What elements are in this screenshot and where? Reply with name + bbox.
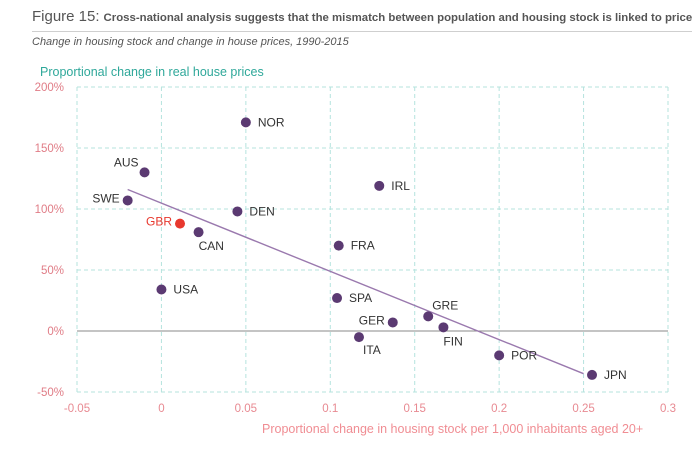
y-tick-label: 150% [35,143,64,155]
point-spa [332,293,343,304]
point-label-jpn: JPN [604,368,627,382]
point-fra [333,240,344,251]
x-tick-label: 0.25 [572,403,594,415]
axis-layer: -50% 0% 50% 100% 150% 200% -0.05 0 0.05 0.1 0.15 0.… [35,82,676,415]
point-ger [387,317,398,328]
point-label-irl: IRL [391,179,410,193]
point-label-ita: ITA [363,343,381,357]
y-tick-label: 200% [35,82,64,94]
point-usa [156,284,167,295]
y-tick-label: 0% [47,326,64,338]
point-aus [139,167,150,178]
x-tick-label: 0.3 [660,403,676,415]
point-label-gre: GRE [432,298,458,312]
x-tick-label: 0.1 [322,403,338,415]
x-axis-label: Proportional change in housing stock per… [262,422,643,436]
figure-title: Figure 15: Cross-national analysis sugges… [32,8,692,26]
point-can [193,227,204,238]
title-divider [32,31,692,32]
point-jpn [587,369,598,380]
point-den [232,206,243,217]
point-swe [122,195,133,206]
point-label-por: POR [511,348,537,362]
point-label-fin: FIN [443,334,462,348]
point-label-aus: AUS [114,155,139,169]
point-label-den: DEN [249,204,274,218]
figure-caption: Cross-national analysis suggests that th… [103,12,693,24]
figure-subtitle: Change in housing stock and change in ho… [32,36,349,48]
point-gbr [175,218,186,229]
point-label-ger: GER [359,313,385,327]
point-label-can: CAN [199,239,224,253]
point-label-spa: SPA [349,291,372,305]
point-label-usa: USA [173,283,198,297]
x-tick-label: 0.15 [404,403,426,415]
point-irl [374,180,385,191]
y-tick-label: 50% [41,265,64,277]
point-label-fra: FRA [351,239,375,253]
point-layer: NOR AUS IRL SWE DEN GBR CAN FRA USA SPA GRE GER FIN I… [92,115,626,382]
x-tick-label: -0.05 [64,403,90,415]
point-label-swe: SWE [92,191,119,205]
y-tick-label: 100% [35,204,64,216]
y-tick-label: -50% [37,387,64,399]
x-tick-label: 0.2 [491,403,507,415]
point-gre [423,311,434,322]
point-label-nor: NOR [258,115,285,129]
point-fin [438,322,449,333]
trend-layer [127,188,584,375]
point-nor [240,117,251,128]
grid-layer [76,86,669,393]
point-ita [353,332,364,343]
point-por [494,350,505,361]
figure-number: Figure 15: [32,8,100,25]
y-axis-label: Proportional change in real house prices [40,65,264,79]
x-tick-label: 0 [158,403,164,415]
x-tick-label: 0.05 [235,403,257,415]
point-label-gbr: GBR [146,215,172,229]
trend-line [127,188,584,375]
